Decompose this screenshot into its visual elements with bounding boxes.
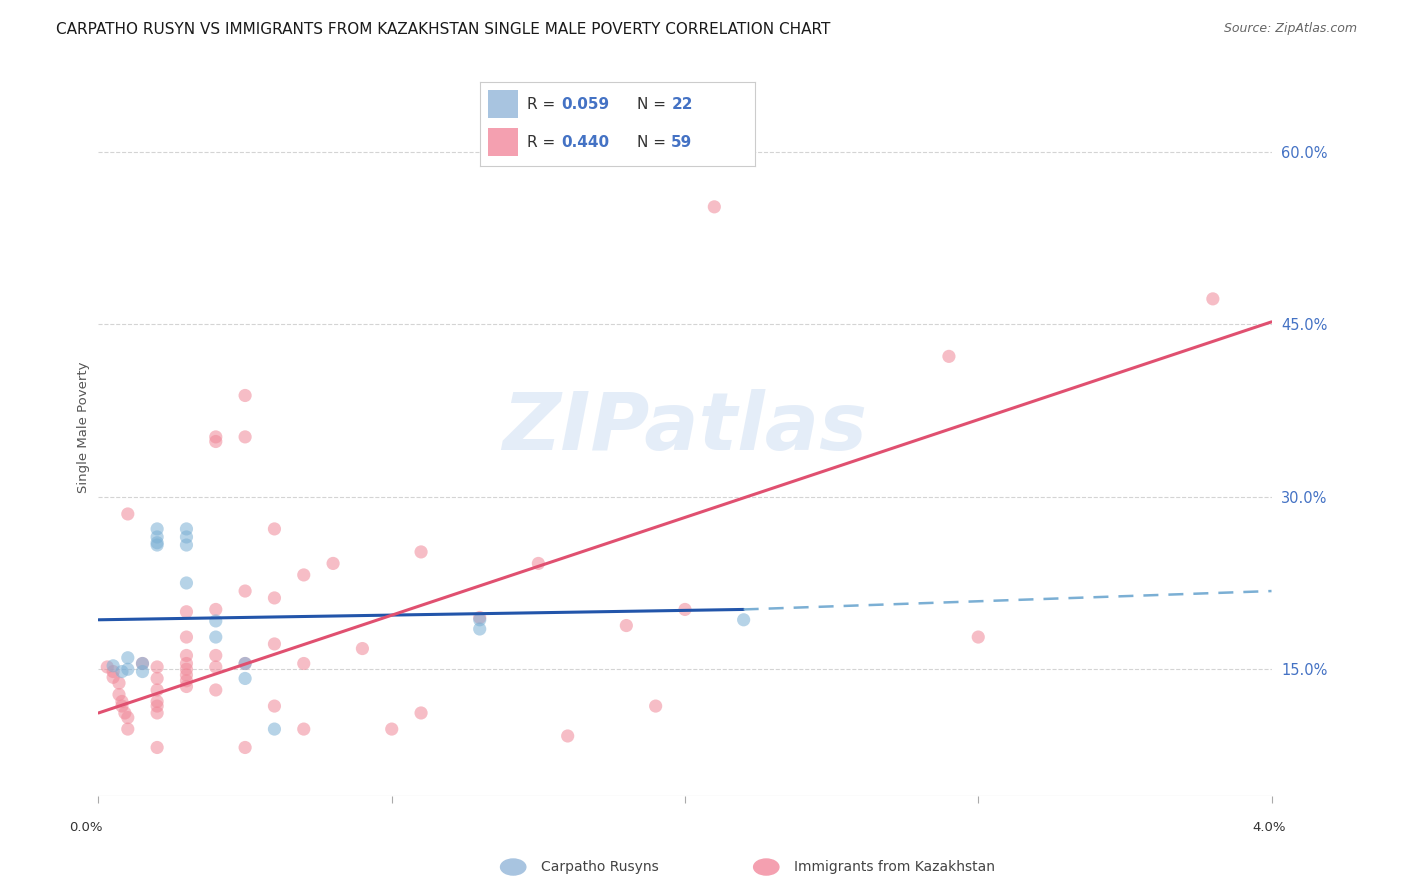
Point [263, 591, 285, 605]
Point [176, 668, 198, 682]
Point [111, 665, 134, 679]
Point [146, 522, 169, 536]
Point [101, 670, 124, 684]
Point [204, 602, 226, 616]
Point [117, 650, 139, 665]
Point [204, 683, 226, 698]
Point [263, 522, 285, 536]
Point [233, 584, 256, 599]
Point [557, 729, 579, 743]
Text: 4.0%: 4.0% [1253, 822, 1286, 834]
Point [352, 641, 374, 656]
Point [292, 722, 315, 736]
Point [117, 710, 139, 724]
Point [176, 522, 198, 536]
Point [146, 535, 169, 549]
Point [176, 673, 198, 688]
Point [146, 699, 169, 714]
Point [176, 680, 198, 694]
Point [733, 613, 755, 627]
Point [176, 662, 198, 676]
Text: Immigrants from Kazakhstan: Immigrants from Kazakhstan [794, 860, 995, 874]
Point [938, 350, 960, 364]
Point [263, 699, 285, 714]
Point [176, 630, 198, 644]
Point [703, 200, 725, 214]
Point [204, 434, 226, 449]
Point [146, 530, 169, 544]
Point [673, 602, 696, 616]
Point [117, 507, 139, 521]
Point [204, 660, 226, 674]
Point [101, 658, 124, 673]
Point [967, 630, 990, 644]
Point [176, 648, 198, 663]
Point [146, 694, 169, 708]
Point [233, 672, 256, 686]
Point [468, 610, 491, 624]
Point [117, 662, 139, 676]
Point [114, 706, 136, 720]
Point [176, 530, 198, 544]
Point [131, 665, 153, 679]
Point [527, 557, 550, 571]
Point [111, 694, 134, 708]
Text: 0.0%: 0.0% [69, 822, 103, 834]
Point [111, 699, 134, 714]
Point [176, 605, 198, 619]
Point [644, 699, 666, 714]
Point [233, 740, 256, 755]
Point [176, 538, 198, 552]
Y-axis label: Single Male Poverty: Single Male Poverty [77, 362, 90, 493]
Point [409, 545, 432, 559]
Point [176, 657, 198, 671]
Point [263, 722, 285, 736]
Point [108, 676, 131, 690]
Point [131, 657, 153, 671]
Point [322, 557, 344, 571]
Point [108, 688, 131, 702]
Point [468, 613, 491, 627]
Point [614, 618, 637, 632]
Point [146, 706, 169, 720]
Point [146, 672, 169, 686]
Point [131, 657, 153, 671]
Point [117, 722, 139, 736]
Point [204, 614, 226, 628]
Point [146, 683, 169, 698]
Point [263, 637, 285, 651]
Point [96, 660, 118, 674]
Point [468, 622, 491, 636]
Text: Source: ZipAtlas.com: Source: ZipAtlas.com [1223, 22, 1357, 36]
Point [176, 576, 198, 591]
Point [233, 430, 256, 444]
Point [292, 657, 315, 671]
Text: Carpatho Rusyns: Carpatho Rusyns [541, 860, 659, 874]
Text: CARPATHO RUSYN VS IMMIGRANTS FROM KAZAKHSTAN SINGLE MALE POVERTY CORRELATION CHA: CARPATHO RUSYN VS IMMIGRANTS FROM KAZAKH… [56, 22, 831, 37]
Point [204, 648, 226, 663]
Point [292, 568, 315, 582]
Point [101, 665, 124, 679]
Point [204, 430, 226, 444]
Point [233, 657, 256, 671]
Text: ZIPatlas: ZIPatlas [502, 389, 868, 467]
Point [1202, 292, 1225, 306]
Point [381, 722, 404, 736]
Point [233, 657, 256, 671]
Point [146, 740, 169, 755]
Point [233, 388, 256, 402]
Point [146, 660, 169, 674]
Point [204, 630, 226, 644]
Point [146, 538, 169, 552]
Point [409, 706, 432, 720]
